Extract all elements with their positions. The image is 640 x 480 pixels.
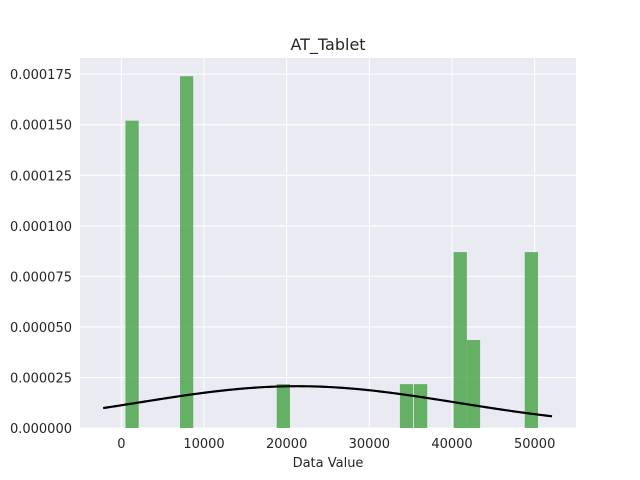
histogram-bar <box>524 252 538 428</box>
histogram-bar <box>180 76 194 429</box>
histogram-bar <box>466 340 481 428</box>
x-axis-label: Data Value <box>293 456 364 471</box>
x-tick-label: 20000 <box>266 437 307 452</box>
x-tick-label: 10000 <box>183 437 224 452</box>
x-tick-label: 50000 <box>514 437 555 452</box>
grid-lines <box>80 58 576 429</box>
y-tick-label: 0.000175 <box>10 68 72 83</box>
x-tick-label: 30000 <box>349 437 390 452</box>
y-tick-label: 0.000150 <box>10 119 72 134</box>
histogram-bar <box>125 120 139 428</box>
density-curve <box>102 385 553 418</box>
histogram-bars <box>125 76 538 429</box>
y-tick-label: 0.000000 <box>10 422 72 437</box>
plot-background <box>80 58 576 428</box>
y-tick-label: 0.000075 <box>10 270 72 285</box>
histogram-bar <box>413 384 428 428</box>
x-tick-label: 0 <box>117 437 125 452</box>
chart-title: AT_Tablet <box>290 35 365 55</box>
x-tick-label: 40000 <box>431 437 472 452</box>
histogram-bar <box>399 384 414 428</box>
y-tick-label: 0.000125 <box>10 169 72 184</box>
y-axis-ticks: 0.000000 0.000025 0.000050 0.000075 0.000100… <box>10 68 72 437</box>
y-tick-label: 0.000025 <box>10 371 72 386</box>
y-tick-label: 0.000050 <box>10 321 72 336</box>
histogram-bar <box>453 252 467 428</box>
histogram-bar <box>276 384 290 428</box>
y-tick-label: 0.000100 <box>10 220 72 235</box>
x-axis-ticks: 0 10000 20000 30000 40000 50000 <box>117 437 555 452</box>
